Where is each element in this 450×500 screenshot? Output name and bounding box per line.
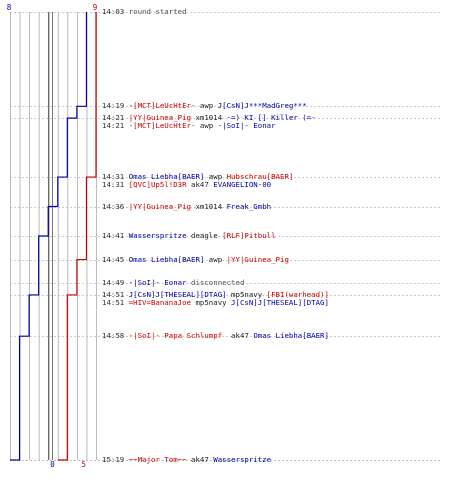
event-row: 14:21 |YY|Guinea_Pig xm1014 -=) KI [] Ki…: [102, 114, 316, 122]
event-text: |YY|Guinea_Pig: [128, 202, 191, 211]
event-row: 14:51 =HIV=BananaJoe mp5navy J[CsN]J[THE…: [102, 299, 329, 307]
event-text: Hubschrau[BAER]: [226, 172, 294, 181]
event-text: round started: [128, 7, 187, 16]
score-bottom-left: 0: [50, 460, 55, 469]
event-time: 14:58: [102, 331, 125, 340]
event-text: deagle: [186, 231, 223, 240]
event-text: ak47: [186, 180, 214, 189]
event-text: -|SoI|- Eonar: [217, 121, 276, 130]
event-text: -|SoI|- Eonar: [128, 278, 187, 287]
event-text: -=) KI [] Killer (=-: [226, 113, 316, 122]
event-text: Omas Liebha[BAER]: [128, 255, 205, 264]
event-text: [FBI(warhead)]: [266, 290, 329, 299]
event-text: Wasserspritze: [213, 455, 272, 464]
event-time: 14:31: [102, 180, 125, 189]
event-text: [QVC]Up5l!D3R: [128, 180, 187, 189]
event-row: 14:45 Omas Liebha[BAER] awp |YY|Guinea_P…: [102, 256, 289, 264]
event-text: J[CsN]J[THESEAL][DTAG]: [231, 298, 329, 307]
event-text: J[CsN]J[THESEAL][DTAG]: [128, 290, 227, 299]
event-text: mp5navy: [191, 298, 232, 307]
event-text: Omas Liebha[BAER]: [128, 172, 205, 181]
event-text: -|SoI|- Papa Schlumpf: [128, 331, 223, 340]
event-text: xm1014: [191, 202, 227, 211]
score-top-left: 8: [7, 3, 12, 12]
event-text: awp: [204, 255, 227, 264]
event-text: EVANGELION-00: [213, 180, 272, 189]
event-row: 14:03 round started: [102, 8, 187, 16]
event-time: 14:19: [102, 101, 125, 110]
event-time: 14:41: [102, 231, 125, 240]
event-time: 14:03: [102, 7, 125, 16]
event-text: |YY|Guinea_Pig: [226, 255, 289, 264]
event-text: Omas Liebha[BAER]: [253, 331, 329, 340]
event-row: 14:31 Omas Liebha[BAER] awp Hubschrau[BA…: [102, 173, 293, 181]
event-time: 14:45: [102, 255, 125, 264]
event-text: =HIV=BananaJoe: [128, 298, 191, 307]
event-time: 14:21: [102, 121, 125, 130]
team-b-line: [57, 12, 97, 461]
event-row: 14:49 -|SoI|- Eonar disconnected: [102, 279, 244, 287]
event-time: 14:51: [102, 290, 125, 299]
score-top-right: 9: [93, 3, 98, 12]
event-row: 15:19 ~~Major Tom~~ ak47 Wasserspritze: [102, 456, 271, 464]
event-row: 14:58 -|SoI|- Papa Schlumpf ak47 Omas Li…: [102, 332, 329, 340]
event-text: -[MCT]LeUcHtEr-: [128, 101, 196, 110]
event-text: Freak_Gmbh: [226, 202, 272, 211]
event-text: |YY|Guinea_Pig: [128, 113, 191, 122]
event-text: J[CsN]J***MadGreg***: [217, 101, 307, 110]
event-time: 14:49: [102, 278, 125, 287]
event-time: 14:36: [102, 202, 125, 211]
event-text: Wasserspritze: [128, 231, 187, 240]
event-row: 14:41 Wasserspritze deagle [RLF]Pitbull: [102, 232, 276, 240]
event-text: awp: [204, 172, 227, 181]
event-text: awp: [195, 101, 218, 110]
event-row: 14:36 |YY|Guinea_Pig xm1014 Freak_Gmbh: [102, 203, 271, 211]
event-text: xm1014: [191, 113, 227, 122]
event-text: mp5navy: [226, 290, 267, 299]
event-text: -[MCT]LeUcHtEr-: [128, 121, 196, 130]
event-text: awp: [195, 121, 218, 130]
event-text: ~~Major Tom~~: [128, 455, 187, 464]
event-text: ak47: [186, 455, 214, 464]
event-time: 14:51: [102, 298, 125, 307]
event-time: 15:19: [102, 455, 125, 464]
score-bottom-right: 5: [81, 460, 86, 469]
event-row: 14:21 -[MCT]LeUcHtEr- awp -|SoI|- Eonar: [102, 122, 276, 130]
event-row: 14:31 [QVC]Up5l!D3R ak47 EVANGELION-00: [102, 181, 271, 189]
event-text: [RLF]Pitbull: [222, 231, 276, 240]
event-text: ak47: [222, 331, 254, 340]
event-row: 14:19 -[MCT]LeUcHtEr- awp J[CsN]J***MadG…: [102, 102, 307, 110]
event-text: disconnected: [186, 278, 245, 287]
event-row: 14:51 J[CsN]J[THESEAL][DTAG] mp5navy [FB…: [102, 291, 329, 299]
event-time: 14:31: [102, 172, 125, 181]
event-time: 14:21: [102, 113, 125, 122]
